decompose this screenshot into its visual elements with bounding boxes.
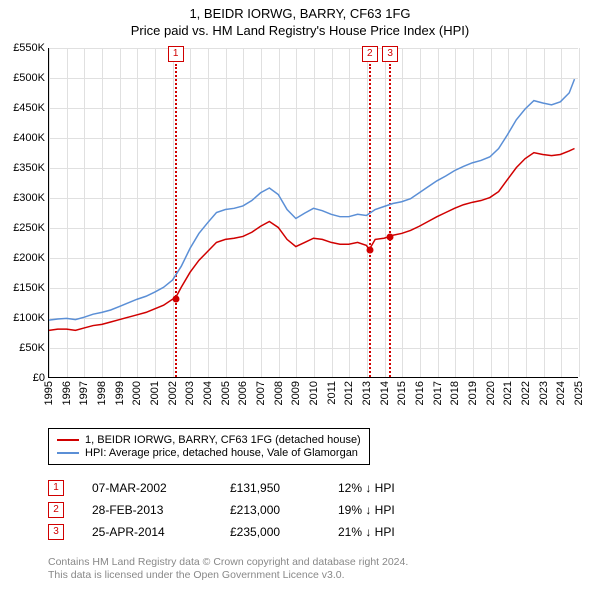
transaction-pct: 21% ↓ HPI: [338, 525, 438, 539]
x-axis-label: 2011: [326, 381, 338, 405]
legend-swatch: [57, 452, 79, 454]
x-axis-label: 2014: [379, 381, 391, 405]
chart-marker-1: 1: [168, 46, 184, 62]
x-axis-label: 2019: [467, 381, 479, 405]
transaction-marker-box: 2: [48, 502, 64, 518]
x-axis-label: 2018: [449, 381, 461, 405]
series-hpi: [49, 79, 575, 320]
x-axis-label: 2016: [414, 381, 426, 405]
x-axis-label: 2000: [131, 381, 143, 405]
y-axis-label: £150K: [13, 282, 45, 294]
transaction-price: £131,950: [230, 481, 310, 495]
transaction-marker-box: 3: [48, 524, 64, 540]
x-axis-label: 2015: [396, 381, 408, 405]
x-axis-label: 2022: [520, 381, 532, 405]
x-axis-label: 2006: [237, 381, 249, 405]
x-axis-label: 2008: [273, 381, 285, 405]
footer: Contains HM Land Registry data © Crown c…: [48, 556, 408, 582]
x-axis-label: 2001: [149, 381, 161, 405]
x-axis-label: 2024: [555, 381, 567, 405]
transaction-row: 2 28-FEB-2013 £213,000 19% ↓ HPI: [48, 502, 438, 518]
y-axis-label: £100K: [13, 312, 45, 324]
transaction-pct: 12% ↓ HPI: [338, 481, 438, 495]
x-axis-label: 2005: [220, 381, 232, 405]
chart-lines: [49, 48, 578, 377]
legend-item: HPI: Average price, detached house, Vale…: [57, 447, 361, 459]
x-axis-label: 2012: [343, 381, 355, 405]
chart-marker-2: 2: [362, 46, 378, 62]
x-axis-label: 1996: [61, 381, 73, 405]
legend: 1, BEIDR IORWG, BARRY, CF63 1FG (detache…: [48, 428, 370, 465]
x-axis-label: 2004: [202, 381, 214, 405]
transaction-date: 28-FEB-2013: [92, 503, 202, 517]
y-axis-label: £350K: [13, 162, 45, 174]
plot-region: £0£50K£100K£150K£200K£250K£300K£350K£400…: [48, 48, 578, 378]
x-axis-label: 1999: [114, 381, 126, 405]
marker-dot: [366, 247, 373, 254]
title-address: 1, BEIDR IORWG, BARRY, CF63 1FG: [0, 6, 600, 21]
transaction-price: £235,000: [230, 525, 310, 539]
transaction-marker-box: 1: [48, 480, 64, 496]
x-axis-label: 2013: [361, 381, 373, 405]
y-axis-label: £200K: [13, 252, 45, 264]
x-axis-label: 2010: [308, 381, 320, 405]
y-axis-label: £500K: [13, 72, 45, 84]
legend-item: 1, BEIDR IORWG, BARRY, CF63 1FG (detache…: [57, 434, 361, 446]
x-axis-label: 2023: [538, 381, 550, 405]
x-axis-label: 2003: [184, 381, 196, 405]
transaction-pct: 19% ↓ HPI: [338, 503, 438, 517]
legend-label: 1, BEIDR IORWG, BARRY, CF63 1FG (detache…: [85, 434, 361, 446]
legend-swatch: [57, 439, 79, 441]
x-axis-label: 2020: [485, 381, 497, 405]
x-axis-label: 2007: [255, 381, 267, 405]
x-axis-label: 2009: [290, 381, 302, 405]
x-axis-label: 2021: [502, 381, 514, 405]
y-axis-label: £250K: [13, 222, 45, 234]
transaction-price: £213,000: [230, 503, 310, 517]
footer-line-2: This data is licensed under the Open Gov…: [48, 569, 408, 582]
x-axis-label: 2025: [573, 381, 585, 405]
x-axis-label: 2017: [432, 381, 444, 405]
chart-area: £0£50K£100K£150K£200K£250K£300K£350K£400…: [48, 48, 578, 378]
titles: 1, BEIDR IORWG, BARRY, CF63 1FG Price pa…: [0, 0, 600, 38]
y-axis-label: £400K: [13, 132, 45, 144]
transaction-date: 25-APR-2014: [92, 525, 202, 539]
transactions-table: 1 07-MAR-2002 £131,950 12% ↓ HPI 2 28-FEB-201…: [48, 474, 438, 546]
transaction-row: 3 25-APR-2014 £235,000 21% ↓ HPI: [48, 524, 438, 540]
y-axis-label: £300K: [13, 192, 45, 204]
x-axis-label: 1997: [78, 381, 90, 405]
x-axis-label: 1995: [43, 381, 55, 405]
figure-root: 1, BEIDR IORWG, BARRY, CF63 1FG Price pa…: [0, 0, 600, 590]
y-axis-label: £550K: [13, 42, 45, 54]
transaction-date: 07-MAR-2002: [92, 481, 202, 495]
x-axis-label: 1998: [96, 381, 108, 405]
y-axis-label: £450K: [13, 102, 45, 114]
x-axis-label: 2002: [167, 381, 179, 405]
marker-dot: [172, 295, 179, 302]
transaction-row: 1 07-MAR-2002 £131,950 12% ↓ HPI: [48, 480, 438, 496]
chart-marker-3: 3: [382, 46, 398, 62]
legend-label: HPI: Average price, detached house, Vale…: [85, 447, 358, 459]
y-axis-label: £50K: [19, 342, 45, 354]
footer-line-1: Contains HM Land Registry data © Crown c…: [48, 556, 408, 569]
title-subtitle: Price paid vs. HM Land Registry's House …: [0, 23, 600, 38]
marker-dot: [387, 234, 394, 241]
